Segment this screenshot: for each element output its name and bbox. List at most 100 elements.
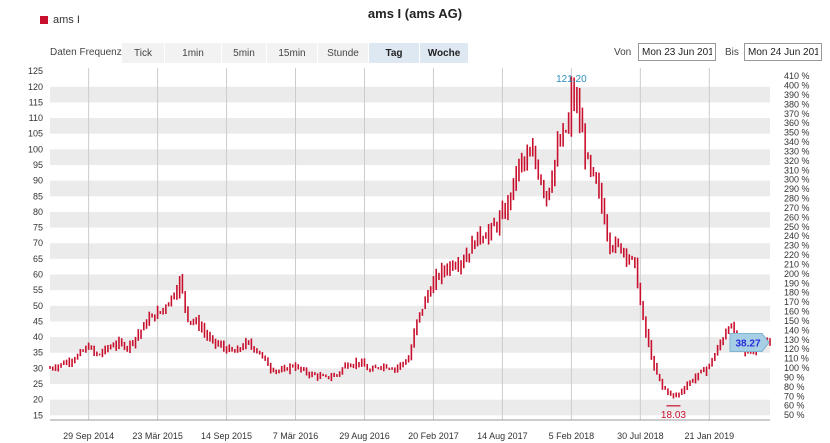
- grid-band: [50, 180, 770, 197]
- y-right-tick-label: 380 %: [784, 99, 810, 109]
- y-right-tick-label: 180 %: [784, 288, 810, 298]
- last-price-annotation: 38.27: [735, 338, 760, 349]
- freq-5min-button[interactable]: 5min: [222, 43, 266, 63]
- grid-band: [50, 243, 770, 259]
- y-right-tick-label: 90 %: [784, 372, 805, 382]
- y-tick-label: 15: [33, 410, 43, 420]
- to-label: Bis: [725, 47, 739, 58]
- y-tick-label: 120: [28, 82, 43, 92]
- y-right-tick-label: 150 %: [784, 316, 810, 326]
- y-right-tick-label: 120 %: [784, 344, 810, 354]
- legend-swatch: [40, 16, 48, 24]
- y-tick-label: 65: [33, 254, 43, 264]
- y-tick-label: 85: [33, 191, 43, 201]
- x-tick-label: 29 Sep 2014: [63, 431, 114, 441]
- y-right-tick-label: 110 %: [784, 354, 809, 364]
- y-right-tick-label: 130 %: [784, 335, 810, 345]
- frequency-toolbar: Tick 1min 5min 15min Stunde Tag Woche: [122, 43, 469, 63]
- y-right-tick-label: 190 %: [784, 278, 810, 288]
- y-right-tick-label: 170 %: [784, 297, 810, 307]
- x-tick-label: 21 Jan 2019: [685, 431, 735, 441]
- y-tick-label: 60: [33, 270, 43, 280]
- freq-15min-button[interactable]: 15min: [267, 43, 317, 63]
- y-tick-label: 70: [33, 238, 43, 248]
- y-tick-label: 35: [33, 348, 43, 358]
- x-tick-label: 20 Feb 2017: [408, 431, 459, 441]
- y-tick-label: 30: [33, 363, 43, 373]
- y-tick-label: 80: [33, 207, 43, 217]
- legend: ams I: [40, 14, 80, 26]
- y-right-tick-label: 320 %: [784, 156, 810, 166]
- legend-label: ams I: [53, 14, 80, 26]
- grid-band: [50, 211, 770, 228]
- y-right-tick-label: 290 %: [784, 184, 810, 194]
- chart-title: ams I (ams AG): [367, 6, 463, 21]
- y-right-tick-label: 300 %: [784, 175, 810, 185]
- freq-tag-button[interactable]: Tag: [369, 43, 419, 63]
- y-right-tick-label: 250 %: [784, 222, 810, 232]
- y-right-tick-label: 400 %: [784, 81, 810, 91]
- x-tick-label: 30 Jul 2018: [617, 431, 664, 441]
- y-right-tick-label: 60 %: [784, 401, 805, 411]
- y-tick-label: 50: [33, 301, 43, 311]
- y-right-tick-label: 360 %: [784, 118, 810, 128]
- grid-band: [50, 399, 770, 416]
- freq-woche-button[interactable]: Woche: [420, 43, 468, 63]
- y-tick-label: 110: [29, 113, 43, 123]
- y-tick-label: 105: [28, 129, 43, 139]
- y-tick-label: 100: [28, 144, 43, 154]
- y-right-tick-label: 220 %: [784, 250, 810, 260]
- low-annotation: 18.03: [661, 410, 686, 421]
- x-tick-label: 14 Aug 2017: [477, 431, 528, 441]
- grid-band: [50, 118, 770, 134]
- from-label: Von: [614, 47, 632, 58]
- y-right-tick-label: 280 %: [784, 194, 810, 204]
- y-tick-label: 40: [33, 332, 43, 342]
- y-right-tick-label: 410 %: [784, 71, 810, 81]
- y-tick-label: 25: [33, 379, 43, 389]
- y-right-tick-label: 70 %: [784, 391, 805, 401]
- y-right-tick-label: 200 %: [784, 269, 810, 279]
- y-right-tick-label: 80 %: [784, 382, 805, 392]
- last-price-box: [729, 332, 770, 352]
- x-tick-label: 14 Sep 2015: [201, 431, 252, 441]
- y-tick-label: 90: [33, 176, 43, 186]
- y-right-tick-label: 310 %: [784, 165, 810, 175]
- from-date-input[interactable]: [638, 43, 716, 61]
- y-tick-label: 95: [33, 160, 43, 170]
- y-tick-label: 75: [33, 223, 43, 233]
- y-right-tick-label: 390 %: [784, 90, 810, 100]
- freq-1min-button[interactable]: 1min: [165, 43, 221, 63]
- y-right-tick-label: 100 %: [784, 363, 810, 373]
- grid-band: [50, 368, 770, 385]
- frequency-label: Daten Frequenz: [50, 47, 122, 58]
- grid-band: [50, 86, 770, 103]
- x-tick-label: 29 Aug 2016: [339, 431, 390, 441]
- y-right-tick-label: 50 %: [784, 410, 805, 420]
- y-right-tick-label: 210 %: [784, 259, 810, 269]
- y-right-tick-label: 140 %: [784, 325, 810, 335]
- y-tick-label: 125: [28, 66, 43, 76]
- y-right-tick-label: 350 %: [784, 128, 810, 138]
- y-tick-label: 115: [29, 97, 43, 107]
- to-date-input[interactable]: [744, 43, 822, 61]
- y-tick-label: 45: [33, 316, 43, 326]
- y-tick-label: 20: [33, 395, 43, 405]
- x-tick-label: 7 Mär 2016: [273, 431, 319, 441]
- y-right-tick-label: 270 %: [784, 203, 810, 213]
- y-right-tick-label: 260 %: [784, 212, 810, 222]
- y-right-tick-label: 340 %: [784, 137, 810, 147]
- y-right-tick-label: 160 %: [784, 307, 810, 317]
- high-annotation: 121.20: [556, 74, 587, 85]
- x-tick-label: 23 Mär 2015: [132, 431, 183, 441]
- y-right-tick-label: 240 %: [784, 231, 810, 241]
- freq-tick-button[interactable]: Tick: [122, 43, 164, 63]
- x-tick-label: 5 Feb 2018: [549, 431, 595, 441]
- y-right-tick-label: 230 %: [784, 241, 810, 251]
- freq-stunde-button[interactable]: Stunde: [318, 43, 368, 63]
- grid-band: [50, 274, 770, 291]
- y-right-tick-label: 330 %: [784, 146, 810, 156]
- y-right-tick-label: 370 %: [784, 109, 810, 119]
- y-tick-label: 55: [33, 285, 43, 295]
